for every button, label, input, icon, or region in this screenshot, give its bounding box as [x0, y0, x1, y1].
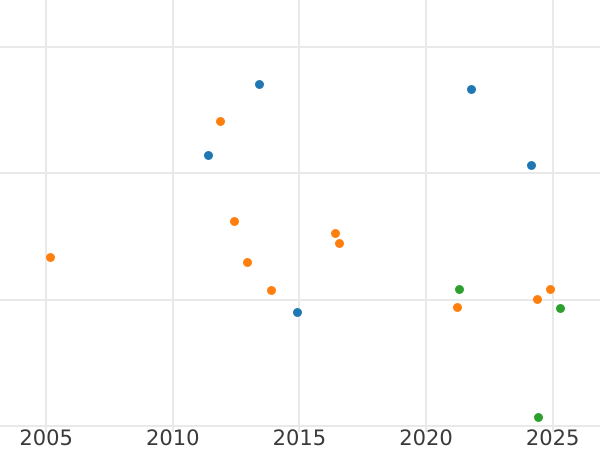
- scatter-point-series-orange: [266, 286, 276, 296]
- scatter-point-series-orange: [229, 216, 239, 226]
- scatter-point-series-blue: [466, 85, 476, 95]
- vertical-gridline: [45, 0, 48, 432]
- scatter-point-series-orange: [545, 284, 555, 294]
- vertical-gridline: [298, 0, 301, 432]
- x-tick-label: 2020: [399, 425, 453, 450]
- scatter-point-series-orange: [215, 116, 225, 126]
- scatter-point-series-orange: [331, 229, 341, 239]
- scatter-point-series-green: [533, 412, 543, 422]
- vertical-gridline: [425, 0, 427, 432]
- scatter-point-series-orange: [45, 253, 55, 263]
- scatter-point-series-blue: [204, 150, 214, 160]
- scatter-point-series-blue: [293, 307, 303, 317]
- scatter-point-series-green: [555, 303, 565, 313]
- x-tick-label: 2010: [145, 425, 200, 450]
- scatter-point-series-orange: [242, 258, 252, 268]
- scatter-point-series-orange: [453, 302, 463, 312]
- scatter-point-series-orange: [334, 239, 344, 249]
- scatter-point-series-green: [454, 284, 464, 294]
- x-tick-label: 2005: [19, 425, 73, 450]
- scatter-point-series-blue: [254, 80, 264, 90]
- vertical-gridline: [171, 0, 174, 432]
- x-tick-label: 2015: [272, 425, 327, 450]
- x-tick-label: 2025: [525, 425, 580, 450]
- vertical-gridline: [551, 0, 554, 432]
- scatter-point-series-blue: [526, 161, 536, 171]
- scatter-point-series-orange: [532, 295, 542, 305]
